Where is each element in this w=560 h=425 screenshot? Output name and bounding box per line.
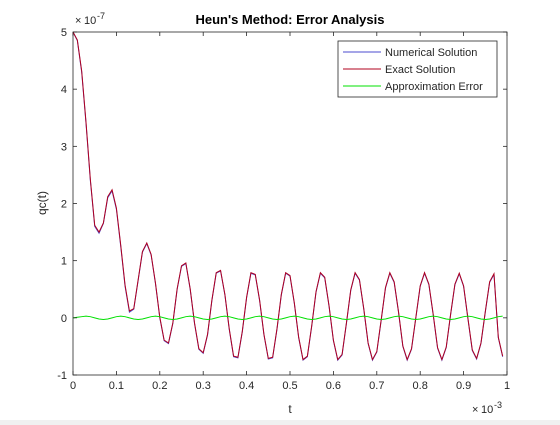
x-tick-label: 0.9 bbox=[456, 380, 471, 392]
y-exponent-mult: × bbox=[75, 15, 81, 27]
y-tick-label: 5 bbox=[61, 27, 67, 39]
y-exponent-label: × 10 -7 bbox=[75, 11, 105, 27]
x-tick-label: 0.4 bbox=[239, 380, 254, 392]
x-tick-label: 0.1 bbox=[109, 380, 124, 392]
y-tick-label: 4 bbox=[61, 84, 67, 96]
y-tick-label: 3 bbox=[61, 141, 67, 153]
legend: Numerical Solution Exact Solution Approx… bbox=[337, 40, 498, 98]
x-exponent-base: 10 bbox=[481, 404, 493, 416]
y-tick-label: -1 bbox=[57, 370, 67, 382]
x-exponent-mult: × bbox=[472, 404, 478, 416]
approximation-error-line bbox=[72, 315, 503, 321]
x-tick-label: 0.5 bbox=[282, 380, 297, 392]
y-tick-label: 0 bbox=[61, 313, 67, 325]
chart-title: Heun's Method: Error Analysis bbox=[196, 12, 385, 27]
x-exponent-power: -3 bbox=[494, 400, 502, 410]
x-tick-label: 0.3 bbox=[196, 380, 211, 392]
y-axis-label: qc(t) bbox=[35, 191, 49, 215]
x-axis-label: t bbox=[288, 402, 292, 416]
legend-label-exact: Exact Solution bbox=[385, 64, 455, 76]
x-tick-label: 0.7 bbox=[369, 380, 384, 392]
x-exponent-label: × 10 -3 bbox=[472, 400, 502, 416]
y-tick-label: 2 bbox=[61, 199, 67, 211]
x-tick-label: 0.8 bbox=[413, 380, 428, 392]
legend-label-numerical: Numerical Solution bbox=[385, 47, 477, 59]
x-tick-label: 0 bbox=[70, 380, 76, 392]
y-exponent-base: 10 bbox=[84, 15, 96, 27]
plot-lines bbox=[72, 31, 504, 362]
y-tick-label: 1 bbox=[61, 256, 67, 268]
legend-label-error: Approximation Error bbox=[385, 81, 483, 93]
exact-solution-line bbox=[72, 31, 504, 362]
x-tick-label: 1 bbox=[504, 380, 510, 392]
y-exponent-power: -7 bbox=[97, 11, 105, 21]
x-tick-label: 0.2 bbox=[152, 380, 167, 392]
x-tick-label: 0.6 bbox=[326, 380, 341, 392]
